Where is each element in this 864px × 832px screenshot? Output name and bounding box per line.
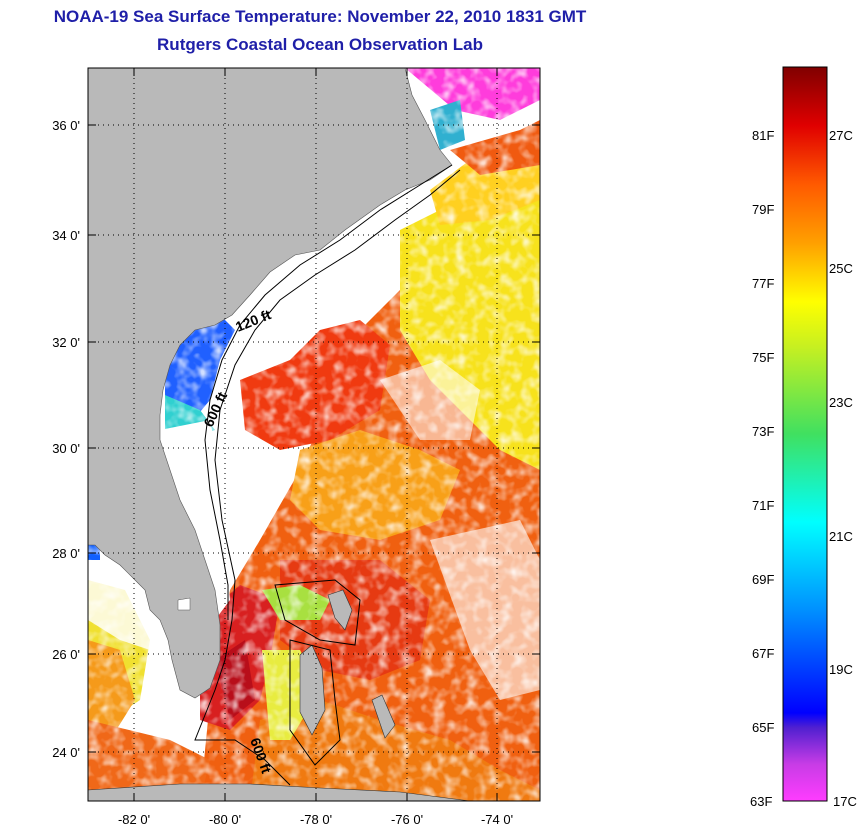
lat-tick-label: 32 0'	[52, 335, 80, 350]
lat-tick-label: 24 0'	[52, 745, 80, 760]
colorbar	[782, 66, 828, 802]
colorbar-c-label: 17C	[833, 794, 857, 809]
contour-bahamas-bank	[289, 639, 341, 766]
colorbar-c-label: 23C	[829, 395, 853, 410]
colorbar-f-label: 69F	[752, 572, 774, 587]
colorbar-f-label: 63F	[750, 794, 772, 809]
land-lake-okeechobee	[177, 597, 191, 611]
land-southeast-us	[88, 68, 453, 699]
colorbar-c-label: 19C	[829, 662, 853, 677]
colorbar-f-label: 73F	[752, 424, 774, 439]
frame-ticks	[88, 68, 540, 801]
graticule	[88, 68, 540, 801]
colorbar-f-label: 67F	[752, 646, 774, 661]
contour-bahamas-north	[274, 579, 361, 646]
lat-tick-label: 34 0'	[52, 228, 80, 243]
colorbar-f-label: 75F	[752, 350, 774, 365]
cloud-east-south	[430, 520, 540, 700]
land-bahamas-abaco	[327, 589, 353, 631]
lat-tick-label: 30 0'	[52, 441, 80, 456]
colorbar-f-label: 65F	[752, 720, 774, 735]
lat-tick-label: 26 0'	[52, 647, 80, 662]
chart-subtitle: Rutgers Coastal Ocean Observation Lab	[157, 35, 483, 54]
lon-tick-label: -76 0'	[391, 812, 423, 827]
cloud-shelf-fl	[160, 420, 230, 620]
colorbar-f-label: 71F	[752, 498, 774, 513]
colorbar-c-label: 21C	[829, 529, 853, 544]
lon-tick-label: -74 0'	[481, 812, 513, 827]
cloud-shelf	[230, 180, 440, 340]
colorbar-f-label: 81F	[752, 128, 774, 143]
colorbar-c-label: 25C	[829, 261, 853, 276]
land-bahamas-eleuthera	[371, 694, 396, 739]
land-cuba	[88, 783, 471, 801]
map-panel	[88, 68, 540, 801]
colorbar-f-label: 77F	[752, 276, 774, 291]
contour-600ft	[194, 169, 461, 786]
lon-tick-label: -78 0'	[300, 812, 332, 827]
map-frame	[87, 67, 541, 802]
contour-120ft	[204, 164, 453, 620]
lat-tick-label: 28 0'	[52, 546, 80, 561]
lon-tick-label: -80 0'	[209, 812, 241, 827]
cloud-band-east	[380, 360, 480, 440]
colorbar-c-label: 27C	[829, 128, 853, 143]
lat-tick-label: 36 0'	[52, 118, 80, 133]
chart-title: NOAA-19 Sea Surface Temperature: Novembe…	[53, 7, 587, 26]
lon-tick-label: -82 0'	[118, 812, 150, 827]
colorbar-f-label: 79F	[752, 202, 774, 217]
